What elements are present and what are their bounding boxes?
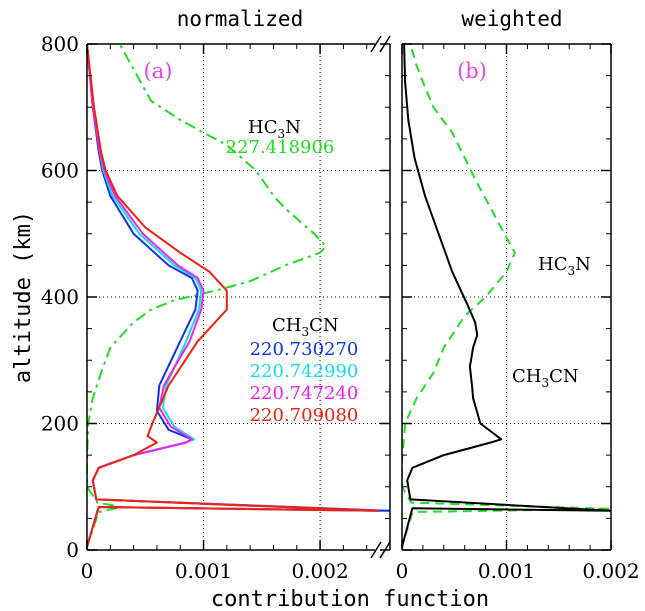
panel-b-ticks: 0 0.001 0.002 xyxy=(396,43,640,583)
panel-b-grid xyxy=(402,44,611,550)
series-label-220730270: 220.730270 xyxy=(250,339,359,360)
panel-a-frame xyxy=(86,43,391,551)
axis-break-top xyxy=(370,35,391,53)
hc3n-annotation-b: HC3N xyxy=(538,254,591,278)
x-tick-label: 0.002 xyxy=(582,559,639,583)
y-axis-label: altitude (km) xyxy=(11,211,36,383)
x-tick-label: 0.002 xyxy=(291,559,348,583)
y-tick-label: 800 xyxy=(41,32,79,56)
y-tick-label: 200 xyxy=(41,412,79,436)
y-tick-label: 600 xyxy=(41,159,79,183)
series-label-220747240: 220.747240 xyxy=(250,383,359,404)
y-tick-label: 0 xyxy=(66,538,79,562)
x-tick-label: 0.001 xyxy=(478,559,535,583)
series-line-b-ch3cn xyxy=(402,44,611,550)
panel-a-ticks: 0 0.001 0.002 0 200 400 600 800 xyxy=(41,32,391,583)
y-tick-label: 400 xyxy=(41,285,79,309)
series-label-220742990: 220.742990 xyxy=(250,361,359,382)
panel-a-series xyxy=(87,44,390,550)
panel-a-label: (a) xyxy=(144,59,173,83)
ch3cn-annotation-a: CH3CN xyxy=(272,315,339,339)
panel-b-frame xyxy=(401,43,612,551)
panel-b-series xyxy=(402,44,611,550)
hc3n-annotation-a: HC3N xyxy=(248,117,301,141)
series-label-220709080: 220.709080 xyxy=(250,405,359,426)
panel-b-label: (b) xyxy=(457,59,487,83)
series-line-a-227-418906 xyxy=(87,44,327,550)
panel-a-grid xyxy=(87,44,390,550)
panel-a-title: normalized xyxy=(177,7,303,31)
series-line-a-220-742990 xyxy=(87,44,380,550)
series-line-a-220-709080 xyxy=(87,44,380,550)
x-tick-label: 0 xyxy=(81,559,94,583)
series-line-a-220-730270 xyxy=(87,44,390,550)
x-axis-label: contribution function xyxy=(211,587,489,611)
x-tick-label: 0 xyxy=(396,559,409,583)
panel-b-title: weighted xyxy=(461,7,562,31)
axis-break-bottom xyxy=(370,541,391,559)
x-tick-label: 0.001 xyxy=(175,559,232,583)
ch3cn-annotation-b: CH3CN xyxy=(512,366,579,390)
series-line-a-220-747240 xyxy=(87,44,380,550)
series-label-227418906: 227.418906 xyxy=(226,137,335,158)
